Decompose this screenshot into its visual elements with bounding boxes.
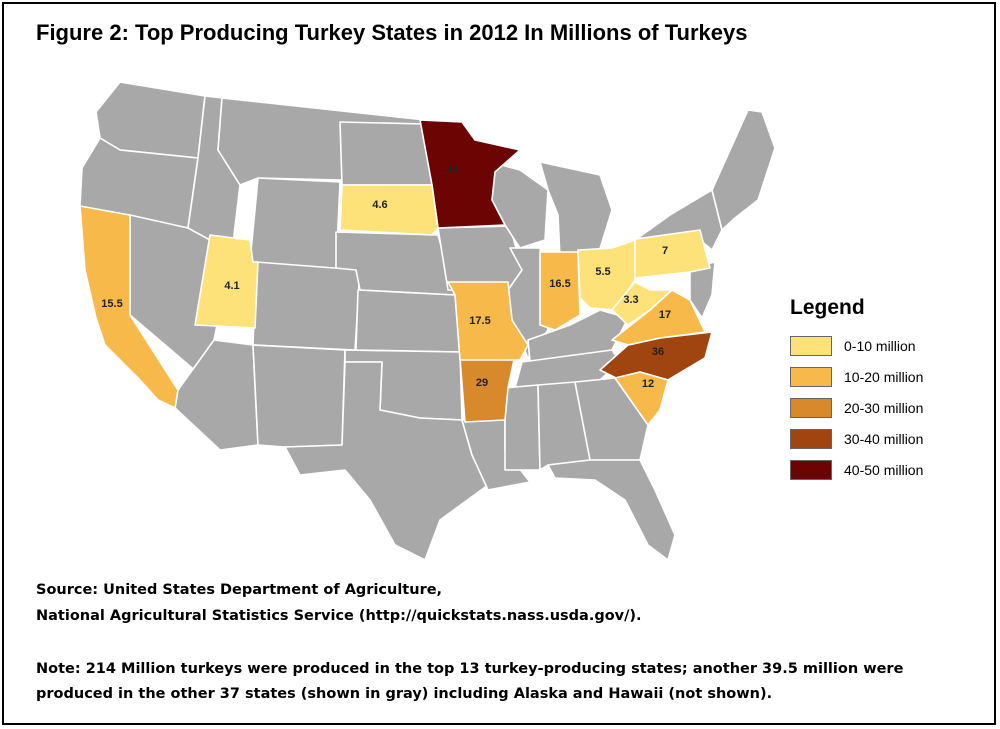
state-south-dakota [339,184,439,236]
note-line-2: produced in the other 37 states (shown i… [36,686,773,702]
state-label-north-carolina: 36 [652,346,664,358]
state-utah [194,234,259,329]
state-label-minnesota: 46 [446,164,458,176]
state-label-pennsylvania: 7 [662,245,668,257]
state-south-carolina [614,371,669,426]
state-florida [547,459,676,561]
legend-label: 40-50 million [844,462,924,478]
state-label-arkansas: 29 [476,377,488,389]
legend-label: 0-10 million [844,338,916,354]
state-label-west-virginia: 3.3 [623,294,638,306]
state-iowa [437,225,523,291]
legend-label: 30-40 million [844,431,924,447]
legend-swatch [790,429,832,449]
state-west-virginia [611,281,673,326]
state-michigan [539,161,613,259]
state-new-mexico [252,344,346,448]
state-mississippi [504,384,541,471]
legend-title: Legend [790,296,865,319]
legend-swatch [790,336,832,356]
state-indiana [539,251,581,331]
legend-label: 10-20 million [844,369,924,385]
state-label-ohio: 5.5 [595,266,610,278]
state-new-jersey-delaware-maryland [689,261,716,319]
state-california [79,205,179,409]
state-label-missouri: 17.5 [469,315,490,327]
state-label-indiana: 16.5 [549,278,570,290]
note-line-1: Note: 214 Million turkeys were produced … [36,661,904,677]
state-colorado [252,261,361,351]
legend-swatch [790,398,832,418]
state-north-dakota [339,121,433,186]
state-label-virginia: 17 [659,309,671,321]
state-label-utah: 4.1 [224,280,239,292]
state-kansas [355,289,461,353]
legend-swatch [790,460,832,480]
figure-title: Figure 2: Top Producing Turkey States in… [36,20,748,45]
state-label-south-dakota: 4.6 [372,199,387,211]
source-line-2: National Agricultural Statistics Service… [36,608,642,624]
legend-swatch [790,367,832,387]
state-label-south-carolina: 12 [642,378,654,390]
source-line-1: Source: United States Department of Agri… [36,582,443,598]
legend-label: 20-30 million [844,400,924,416]
state-texas [284,361,489,561]
state-new-england [711,109,776,231]
state-georgia [574,377,649,461]
state-label-california: 15.5 [101,298,122,310]
state-wyoming [249,177,341,271]
state-missouri [447,281,529,361]
